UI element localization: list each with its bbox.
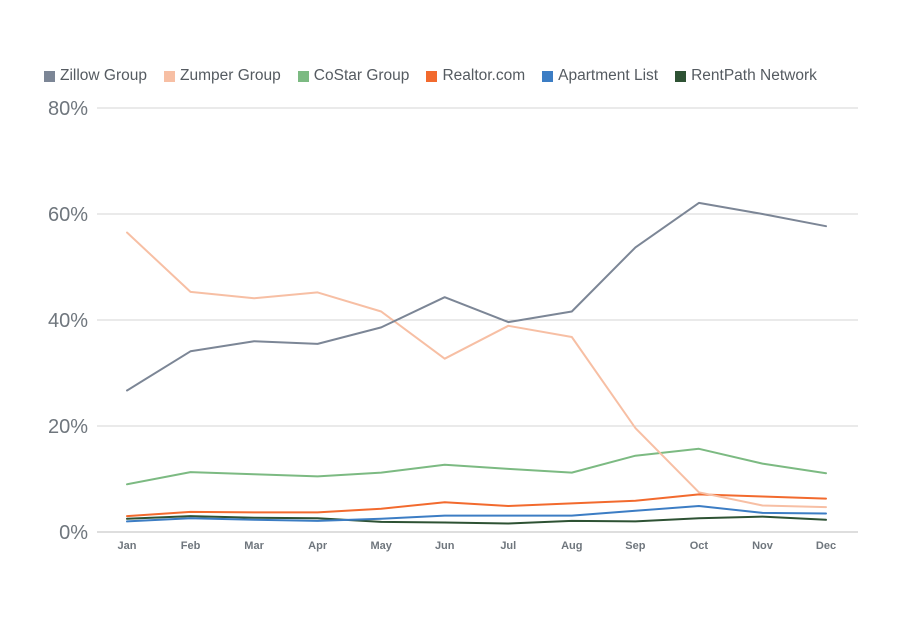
legend-label: Zillow Group	[60, 67, 147, 84]
legend: Zillow Group Zumper Group CoStar Group Real…	[44, 66, 874, 86]
series-line-costar-group	[126, 447, 827, 486]
legend-swatch	[44, 70, 55, 82]
legend-label: CoStar Group	[313, 67, 410, 84]
y-tick-label: 80%	[48, 98, 88, 120]
y-tick-label: 60%	[48, 204, 88, 226]
legend-item-realtor-com: Realtor.com	[426, 67, 525, 85]
x-tick-label: Dec	[816, 540, 836, 552]
series-line-apartment-list	[126, 505, 827, 523]
y-tick-label: 0%	[59, 522, 88, 544]
legend-swatch	[542, 70, 554, 82]
y-tick-label: 40%	[48, 310, 88, 332]
x-tick-label: Jul	[500, 540, 516, 552]
x-tick-label: Jun	[435, 540, 455, 552]
series-layer	[126, 201, 827, 525]
legend-item-rentpath-network: RentPath Network	[675, 67, 817, 85]
x-tick-label: May	[370, 540, 392, 552]
legend-swatch	[297, 70, 309, 82]
x-tick-label: Sep	[625, 540, 645, 552]
legend-swatch	[675, 70, 687, 82]
y-tick-labels: 0% 20% 40% 60% 80%	[48, 98, 88, 544]
legend-label: RentPath Network	[691, 67, 817, 84]
x-tick-label: Jan	[118, 540, 137, 552]
series-line-rentpath-network	[126, 515, 827, 525]
x-tick-label: Aug	[561, 540, 582, 552]
legend-item-zumper-group: Zumper Group	[164, 67, 281, 85]
series-line-zillow-group	[126, 201, 827, 392]
x-tick-label: Mar	[244, 540, 264, 552]
legend-swatch	[164, 70, 175, 82]
legend-label: Realtor.com	[442, 67, 526, 84]
legend-label: Zumper Group	[180, 67, 281, 84]
legend-item-zillow-group: Zillow Group	[44, 67, 147, 85]
x-tick-label: Feb	[181, 540, 201, 552]
x-tick-labels: Jan Feb Mar Apr May Jun Jul Aug Sep Oct Nov Dec	[118, 540, 837, 552]
legend-item-apartment-list: Apartment List	[542, 67, 658, 85]
legend-item-costar-group: CoStar Group	[297, 67, 410, 85]
x-tick-label: Apr	[308, 540, 328, 552]
series-line-zumper-group	[126, 231, 827, 509]
grid-layer	[97, 107, 858, 533]
x-tick-label: Nov	[752, 540, 774, 552]
legend-label: Apartment List	[558, 67, 659, 84]
legend-swatch	[426, 70, 438, 82]
x-tick-label: Oct	[690, 540, 709, 552]
y-tick-label: 20%	[48, 416, 88, 438]
